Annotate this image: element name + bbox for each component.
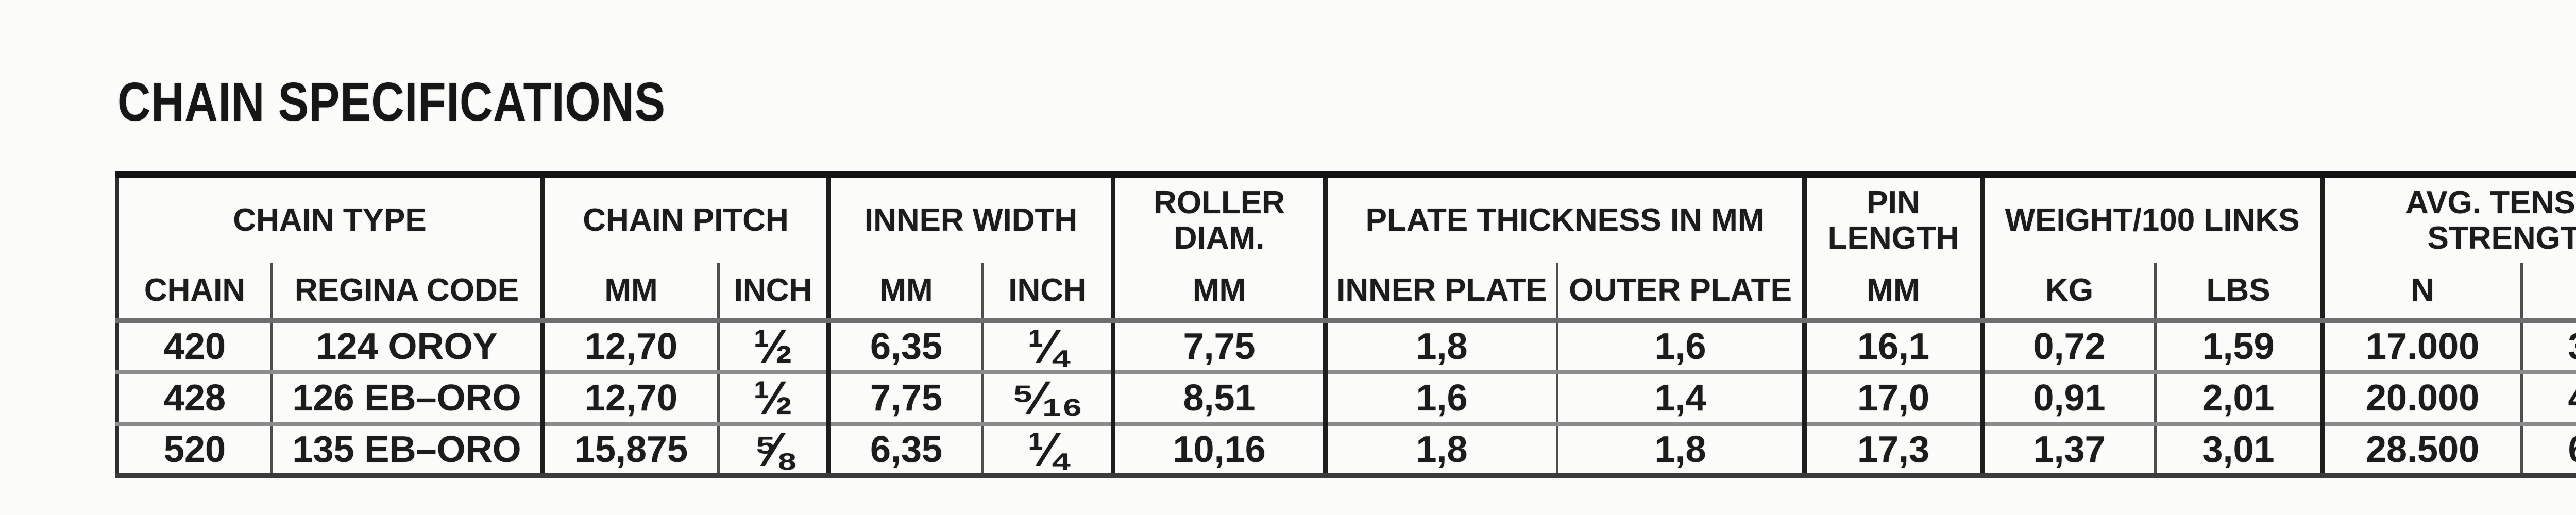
sub-lbs-tensile: LBS <box>2521 263 2576 323</box>
group-chain-type: CHAIN TYPE <box>117 175 546 263</box>
cell-outer-plate: 1,6 <box>1557 320 1807 374</box>
cell-chain: 428 <box>117 372 273 426</box>
cell-lbs-tensile: 4.496 <box>2521 372 2576 426</box>
cell-roller-mm: 7,75 <box>1113 320 1328 374</box>
cell-kg: 0,91 <box>1982 372 2157 426</box>
cell-width-inch: ⁵⁄₁₆ <box>982 372 1116 426</box>
cell-kg: 1,37 <box>1982 423 2157 476</box>
sub-kg: KG <box>1982 263 2157 323</box>
sub-pitch-mm: MM <box>543 263 720 323</box>
cell-roller-mm: 8,51 <box>1113 372 1328 426</box>
cell-n: 17.000 <box>2322 320 2523 374</box>
group-chain-pitch: CHAIN PITCH <box>543 175 832 263</box>
sub-width-inch: INCH <box>982 263 1116 323</box>
cell-inner-plate: 1,8 <box>1325 423 1559 476</box>
group-plate-thickness: PLATE THICKNESS IN MM <box>1325 175 1807 263</box>
cell-outer-plate: 1,8 <box>1557 423 1807 476</box>
cell-pitch-mm: 12,70 <box>543 372 720 426</box>
cell-regina-code: 135 EB–ORO <box>272 423 546 476</box>
cell-lbs-weight: 2,01 <box>2155 372 2325 426</box>
table-row-428: 428 126 EB–ORO 12,70 ½ 7,75 ⁵⁄₁₆ 8,51 1,… <box>117 372 2576 426</box>
header-sub-row: CHAIN REGINA CODE MM INCH MM INCH MM INN… <box>117 263 2576 323</box>
cell-lbs-weight: 3,01 <box>2155 423 2325 476</box>
cell-pin-mm: 17,3 <box>1804 423 1985 476</box>
cell-roller-mm: 10,16 <box>1113 423 1328 476</box>
cell-width-mm: 7,75 <box>828 372 985 426</box>
cell-width-inch: ¼ <box>982 423 1116 476</box>
sub-outer-plate: OUTER PLATE <box>1557 263 1807 323</box>
group-avg-tensile-strength: AVG. TENSILE STRENGTH <box>2322 175 2576 263</box>
sub-pitch-inch: INCH <box>718 263 832 323</box>
table-row-420: 420 124 OROY 12,70 ½ 6,35 ¼ 7,75 1,8 1,6… <box>117 320 2576 374</box>
cell-outer-plate: 1,4 <box>1557 372 1807 426</box>
sub-inner-plate: INNER PLATE <box>1325 263 1559 323</box>
cell-pin-mm: 16,1 <box>1804 320 1985 374</box>
sub-chain: CHAIN <box>117 263 273 323</box>
table-row-520: 520 135 EB–ORO 15,875 ⅝ 6,35 ¼ 10,16 1,8… <box>117 423 2576 476</box>
cell-chain: 520 <box>117 423 273 476</box>
sub-n: N <box>2322 263 2523 323</box>
cell-pitch-mm: 12,70 <box>543 320 720 374</box>
sub-roller-mm: MM <box>1113 263 1328 323</box>
cell-kg: 0,72 <box>1982 320 2157 374</box>
cell-width-mm: 6,35 <box>828 320 985 374</box>
cell-pin-mm: 17,0 <box>1804 372 1985 426</box>
cell-inner-plate: 1,6 <box>1325 372 1559 426</box>
sub-lbs-weight: LBS <box>2155 263 2325 323</box>
sub-regina-code: REGINA CODE <box>272 263 546 323</box>
cell-regina-code: 126 EB–ORO <box>272 372 546 426</box>
cell-lbs-tensile: 6.407 <box>2521 423 2576 476</box>
cell-lbs-weight: 1,59 <box>2155 320 2325 374</box>
cell-pitch-inch: ⅝ <box>718 423 832 476</box>
cell-inner-plate: 1,8 <box>1325 320 1559 374</box>
cell-pitch-inch: ½ <box>718 320 832 374</box>
cell-width-mm: 6,35 <box>828 423 985 476</box>
group-roller-diam: ROLLER DIAM. <box>1113 175 1328 263</box>
page-title: CHAIN SPECIFICATIONS <box>117 72 666 132</box>
chain-specifications-table: CHAIN TYPE CHAIN PITCH INNER WIDTH ROLLE… <box>115 171 2576 478</box>
cell-width-inch: ¼ <box>982 320 1116 374</box>
cell-pitch-inch: ½ <box>718 372 832 426</box>
sub-width-mm: MM <box>828 263 985 323</box>
cell-lbs-tensile: 3.822 <box>2521 320 2576 374</box>
header-group-row: CHAIN TYPE CHAIN PITCH INNER WIDTH ROLLE… <box>117 175 2576 263</box>
sub-pin-mm: MM <box>1804 263 1985 323</box>
cell-n: 28.500 <box>2322 423 2523 476</box>
cell-regina-code: 124 OROY <box>272 320 546 374</box>
group-weight-100-links: WEIGHT/100 LINKS <box>1982 175 2325 263</box>
cell-n: 20.000 <box>2322 372 2523 426</box>
group-inner-width: INNER WIDTH <box>828 175 1116 263</box>
cell-pitch-mm: 15,875 <box>543 423 720 476</box>
cell-chain: 420 <box>117 320 273 374</box>
group-pin-length: PIN LENGTH <box>1804 175 1985 263</box>
